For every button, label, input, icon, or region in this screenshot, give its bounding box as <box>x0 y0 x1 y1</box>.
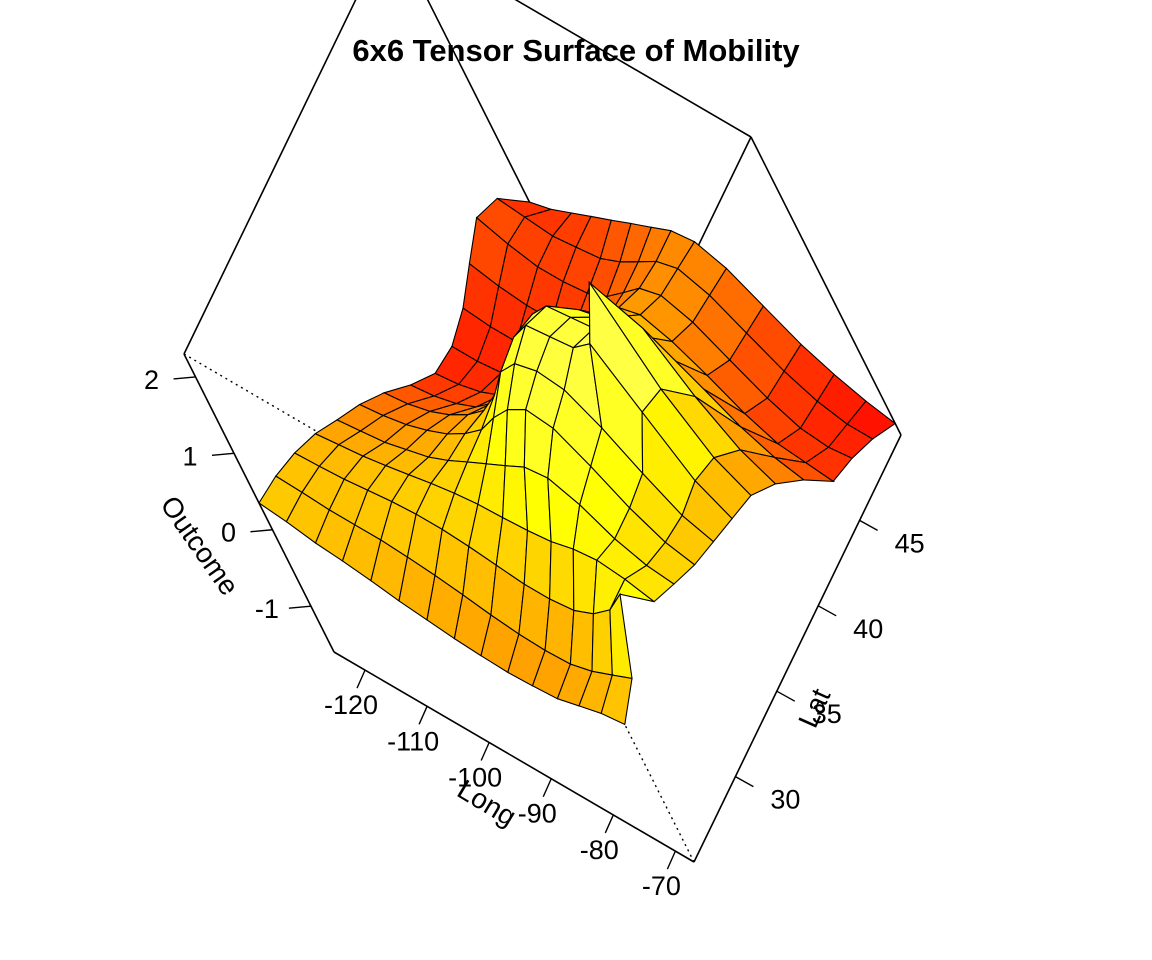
y-tick <box>735 775 754 788</box>
box-edge <box>693 434 902 863</box>
y-tick-label: 45 <box>895 528 925 558</box>
x-tick <box>604 814 614 834</box>
z-tick <box>250 529 273 533</box>
x-tick-label: -100 <box>448 763 502 793</box>
surface-facet <box>549 540 575 612</box>
z-tick <box>211 452 235 457</box>
x-tick-label: -120 <box>324 690 378 720</box>
box-edge <box>183 0 357 355</box>
z-tick <box>288 605 311 609</box>
x-tick-label: -90 <box>518 799 557 829</box>
surface-facet <box>504 409 527 468</box>
x-tick <box>666 850 677 870</box>
y-tick <box>817 605 837 617</box>
z-tick-label: 0 <box>221 518 236 548</box>
y-tick-label: 35 <box>812 699 842 729</box>
box-edge <box>426 0 542 226</box>
z-tick-label: -1 <box>255 594 279 624</box>
surface-mesh <box>258 197 897 726</box>
box-edge <box>183 353 335 653</box>
x-tick <box>480 742 490 761</box>
box-edge <box>750 136 902 436</box>
surface-facet <box>600 674 633 726</box>
x-tick <box>418 706 428 725</box>
surface-facet <box>569 609 594 673</box>
z-tick-label: 1 <box>182 441 197 471</box>
surface-facet <box>572 548 598 615</box>
chart-title: 6x6 Tensor Surface of Mobility <box>352 33 800 68</box>
y-tick-label: 40 <box>853 614 883 644</box>
x-tick-label: -110 <box>387 726 439 756</box>
x-tick <box>542 778 552 798</box>
box-edge-hidden <box>543 563 695 863</box>
y-tick <box>776 690 796 702</box>
y-tick <box>859 519 878 532</box>
z-tick-label: 2 <box>144 365 159 395</box>
x-tick <box>356 669 366 689</box>
surface-facet <box>591 609 613 676</box>
axes: -120 -110 -100 -90 -80 -70 30 35 40 45 -1 0 1 2 <box>144 365 925 901</box>
y-tick-label: 30 <box>770 785 800 815</box>
surface-facet <box>609 592 633 680</box>
box-edge <box>333 651 695 863</box>
x-tick-label: -70 <box>642 871 681 901</box>
z-tick <box>173 376 196 380</box>
x-tick-label: -80 <box>580 835 619 865</box>
bounding-box-front <box>183 136 902 863</box>
box-edge <box>514 0 752 138</box>
